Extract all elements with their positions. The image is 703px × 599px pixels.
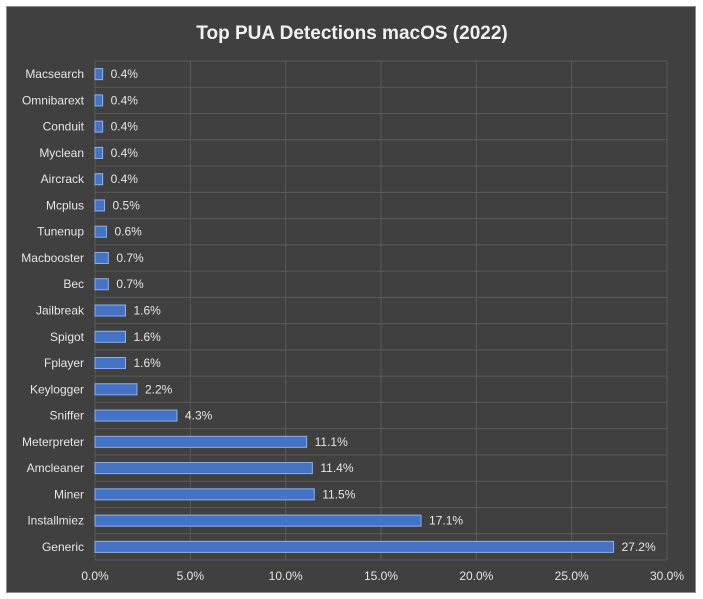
category-label: Aircrack (41, 172, 85, 186)
value-label: 0.6% (114, 225, 142, 239)
bar (94, 304, 127, 317)
value-labels: 0.4% 0.4% 0.4% 0.4% 0.4% 0.5% 0.6% 0.7% 0.7% 1.6%… (111, 67, 656, 554)
bar (94, 435, 308, 448)
value-label: 27.2% (622, 540, 656, 554)
category-label: Fplayer (44, 356, 84, 370)
category-label: Macbooster (21, 251, 84, 265)
value-label: 0.4% (111, 146, 139, 160)
bar (94, 225, 107, 238)
value-label: 11.4% (320, 461, 353, 475)
bar (94, 146, 104, 159)
category-label: Meterpreter (22, 435, 84, 449)
x-tick-label: 10.0% (269, 569, 303, 583)
bar (94, 199, 106, 212)
value-label: 2.2% (145, 382, 173, 396)
category-label: Miner (54, 487, 84, 501)
value-label: 0.4% (111, 120, 139, 134)
x-tick-labels: 0.0% 5.0% 10.0% 15.0% 20.0% 25.0% 30.0% (81, 569, 684, 583)
x-tick-label: 25.0% (555, 569, 589, 583)
bar (94, 330, 127, 343)
bar (94, 514, 422, 527)
bar (94, 278, 109, 291)
x-tick-label: 5.0% (177, 569, 205, 583)
category-label: Keylogger (30, 382, 84, 396)
category-label: Sniffer (50, 409, 84, 423)
category-label: Generic (42, 540, 84, 554)
bar (94, 173, 104, 186)
x-tick-label: 15.0% (364, 569, 398, 583)
category-label: Macsearch (25, 67, 84, 81)
category-labels: Macsearch Omnibarext Conduit Myclean Aircrac… (21, 67, 85, 554)
value-label: 0.7% (116, 277, 144, 291)
bar (94, 462, 313, 475)
value-label: 0.4% (111, 172, 139, 186)
bar (94, 409, 178, 422)
bar (94, 68, 104, 81)
x-tick-label: 30.0% (650, 569, 684, 583)
bar (94, 94, 104, 107)
category-label: Jailbreak (36, 304, 85, 318)
category-label: Mcplus (46, 198, 84, 212)
bar (94, 540, 615, 553)
value-label: 11.5% (322, 487, 355, 501)
value-label: 0.7% (116, 251, 144, 265)
category-label: Spigot (50, 330, 85, 344)
value-label: 4.3% (185, 409, 213, 423)
category-label: Amcleaner (27, 461, 84, 475)
bar (94, 357, 127, 370)
value-label: 17.1% (429, 514, 463, 528)
bar (94, 383, 138, 396)
bar (94, 120, 104, 133)
value-label: 1.6% (134, 330, 162, 344)
value-label: 1.6% (134, 304, 162, 318)
bar (94, 251, 109, 264)
category-label: Bec (63, 277, 84, 291)
grid-lines (94, 60, 668, 561)
bar (94, 488, 315, 501)
category-label: Conduit (43, 120, 85, 134)
category-label: Installmiez (27, 514, 84, 528)
category-label: Omnibarext (22, 93, 85, 107)
value-label: 1.6% (134, 356, 162, 370)
chart-frame: Top PUA Detections macOS (2022) Macsearc… (6, 6, 696, 593)
x-tick-label: 0.0% (81, 569, 109, 583)
value-label: 11.1% (315, 435, 348, 449)
value-label: 0.5% (113, 198, 141, 212)
value-label: 0.4% (111, 67, 139, 81)
bar-chart: Macsearch Omnibarext Conduit Myclean Aircrac… (21, 60, 684, 583)
chart-title: Top PUA Detections macOS (2022) (196, 23, 508, 44)
bars (94, 68, 615, 553)
category-label: Myclean (39, 146, 84, 160)
x-tick-label: 20.0% (459, 569, 493, 583)
value-label: 0.4% (111, 93, 139, 107)
category-label: Tunenup (37, 225, 84, 239)
